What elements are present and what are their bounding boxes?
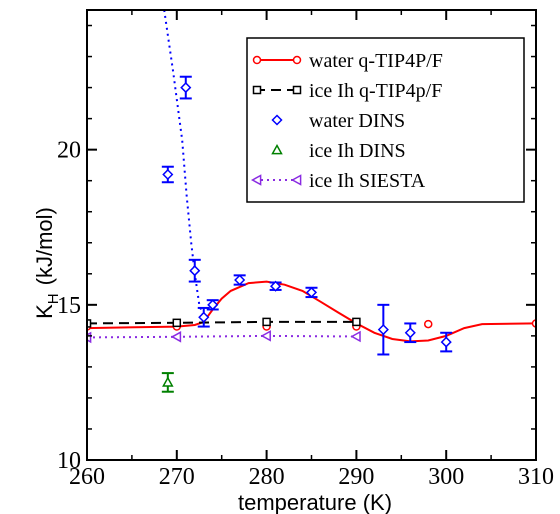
series-2-point-3 (198, 311, 210, 323)
legend-label-1: ice Ih q-TIP4p/F (309, 80, 442, 102)
series-1-point-0 (87, 319, 92, 328)
legend-marker-left-0 (252, 55, 262, 65)
svg-text:KH(kJ/mol): KH (kJ/mol) (32, 207, 62, 319)
series-0-point-4 (423, 319, 433, 329)
y-tick-label-0: 10 (57, 448, 81, 474)
series-4-line (87, 334, 357, 339)
series-2-point-6 (270, 280, 282, 292)
series-2-point-4 (207, 299, 219, 311)
series-4-point-2 (260, 330, 271, 342)
legend-item-0: water q-TIP4P/F (252, 50, 443, 72)
series-3-point-0 (162, 376, 174, 387)
y-tick-label-1: 15 (57, 293, 81, 319)
series-1-line (87, 320, 357, 325)
series-1 (87, 317, 361, 328)
series-2-point-9 (404, 327, 416, 339)
x-axis-label: temperature (K) (238, 490, 392, 514)
series-2-point-5 (234, 274, 246, 286)
legend-label-0: water q-TIP4P/F (309, 50, 443, 72)
series-2-point-7 (305, 286, 318, 298)
axes: 260 270 280 290 300 310 10 15 20 (57, 9, 554, 490)
series-2-point-8 (377, 324, 389, 336)
plot-area (87, 10, 536, 393)
legend: water q-TIP4P/F ice Ih q-TIP4p/F water DIN… (246, 37, 525, 203)
legend-label-3: ice Ih DINS (309, 140, 406, 162)
legend-marker-left-4 (250, 174, 262, 186)
plot-clip-group (87, 10, 536, 393)
series-2-point-10 (440, 336, 452, 348)
y-axis-label: KH (kJ/mol) (32, 207, 62, 319)
legend-marker-right-1 (292, 85, 302, 95)
x-tick-label-1: 270 (159, 464, 195, 490)
legend-item-2: water DINS (271, 110, 405, 132)
x-tick-label-3: 290 (338, 464, 374, 490)
series-2-point-0 (162, 168, 174, 181)
y-tick-label-2: 20 (57, 138, 81, 164)
series-2-point-1 (180, 82, 192, 94)
series-2-point-2 (189, 265, 201, 277)
y-axis-label-unit: (kJ/mol) (32, 207, 57, 285)
series-1-point-3 (352, 317, 361, 327)
legend-box (246, 37, 525, 203)
series-4-point-1 (170, 331, 182, 343)
legend-label-2: water DINS (309, 110, 405, 132)
series-1-point-2 (262, 317, 271, 327)
legend-marker-2 (271, 114, 283, 126)
x-tick-label-0: 260 (69, 464, 105, 490)
series-4-point-3 (350, 330, 361, 343)
legend-item-3: ice Ih DINS (271, 140, 406, 162)
series-2 (161, 10, 453, 356)
y-axis-label-sub: H (45, 293, 62, 304)
series-4 (87, 330, 361, 344)
legend-item-4: ice Ih SIESTA (250, 170, 426, 192)
x-tick-label-2: 280 (249, 464, 285, 490)
legend-marker-left-1 (252, 85, 262, 95)
legend-label-4: ice Ih SIESTA (309, 170, 426, 192)
legend-marker-3 (271, 143, 283, 155)
series-3 (161, 372, 174, 393)
series-2-fit-line (163, 10, 210, 324)
legend-item-1: ice Ih q-TIP4p/F (252, 80, 442, 102)
x-tick-label-4: 300 (428, 464, 464, 490)
legend-marker-right-4 (290, 174, 302, 186)
y-axis-label-main: K (32, 304, 57, 319)
legend-marker-right-0 (292, 55, 302, 65)
series-1-point-1 (172, 318, 182, 328)
x-tick-label-5: 310 (518, 464, 554, 490)
